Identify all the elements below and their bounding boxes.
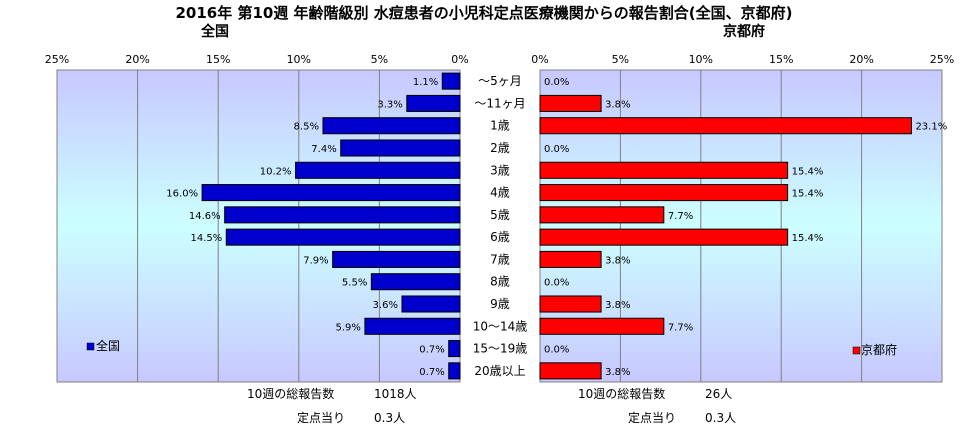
right-tick-label: 25% [930, 53, 954, 66]
right-tick-label: 15% [769, 53, 793, 66]
right-panel-title: 京都府 [723, 23, 765, 40]
left-footer-total-label: 10週の総報告数 [247, 386, 334, 401]
left-bar [441, 72, 461, 90]
right-bar [539, 362, 602, 380]
left-panel-title: 全国 [200, 23, 229, 40]
right-footer-total-value: 26人 [705, 387, 732, 401]
left-tick-label: 25% [45, 53, 69, 66]
category-label: 2歳 [490, 141, 510, 155]
category-label: 6歳 [490, 230, 510, 244]
right-data-label: 3.8% [605, 255, 630, 266]
left-data-label: 14.5% [190, 233, 222, 244]
right-bar [539, 317, 665, 335]
category-label: 3歳 [490, 163, 510, 177]
chart-layer: 25% 20% 15% 10% 5% 0% 0% 5% 10% 15% 20% 25% ～5ヶ月 1.1%… [45, 53, 954, 425]
left-tick-label: 10% [287, 53, 311, 66]
right-footer-total-label: 10週の総報告数 [578, 386, 665, 401]
left-plot-area [56, 69, 461, 383]
right-tick-label: 10% [689, 53, 713, 66]
left-tick-label: 0% [451, 53, 468, 66]
category-label: 20歳以上 [474, 364, 525, 378]
left-data-label: 5.9% [335, 322, 360, 333]
left-data-label: 0.7% [419, 367, 444, 378]
right-bar [539, 228, 789, 246]
category-label: 8歳 [490, 275, 510, 289]
right-data-label: 7.7% [668, 211, 693, 222]
left-bar [224, 206, 461, 224]
right-bar [539, 206, 665, 224]
left-bar [225, 228, 461, 246]
right-bar [539, 94, 602, 112]
category-label: ～5ヶ月 [478, 74, 522, 88]
left-data-label: 1.1% [413, 77, 438, 88]
left-footer-per-label: 定点当り [297, 410, 345, 425]
left-bar [448, 362, 461, 380]
left-data-label: 3.3% [377, 99, 402, 110]
legend-swatch-right [852, 346, 861, 355]
left-data-label: 7.4% [311, 144, 336, 155]
category-label: 10～14歳 [473, 319, 528, 333]
right-bar [539, 295, 602, 313]
left-bar [448, 340, 461, 358]
left-data-label: 5.5% [342, 278, 367, 289]
category-label: 9歳 [490, 297, 510, 311]
left-bar [401, 295, 461, 313]
category-label: ～11ヶ月 [474, 96, 525, 110]
left-bar [322, 117, 461, 135]
chart-title: 2016年 第10週 年齢階級別 水痘患者の小児科定点医療機関からの報告割合(全… [175, 4, 792, 22]
right-data-label: 15.4% [792, 166, 824, 177]
left-data-label: 16.0% [166, 189, 198, 200]
left-bar [370, 273, 461, 291]
right-data-label: 23.1% [915, 122, 947, 133]
left-footer-per-value: 0.3人 [374, 411, 405, 425]
left-bar [332, 250, 461, 268]
left-data-label: 0.7% [419, 345, 444, 356]
right-footer-per-label: 定点当り [628, 410, 676, 425]
category-label: 5歳 [490, 208, 510, 222]
legend-swatch-left [86, 342, 95, 351]
right-bar [539, 117, 912, 135]
category-label: 1歳 [490, 119, 510, 133]
left-bar [295, 161, 461, 179]
legend-label-left: 全国 [96, 338, 120, 353]
left-bar [364, 317, 461, 335]
left-tick-label: 15% [206, 53, 230, 66]
left-data-label: 10.2% [260, 166, 292, 177]
left-data-label: 7.9% [303, 255, 328, 266]
legend-label-right: 京都府 [861, 342, 897, 357]
right-data-label: 0.0% [544, 144, 569, 155]
right-data-label: 15.4% [792, 189, 824, 200]
right-data-label: 3.8% [605, 300, 630, 311]
category-label: 4歳 [490, 186, 510, 200]
right-bar [539, 250, 602, 268]
left-tick-label: 5% [371, 53, 388, 66]
right-data-label: 0.0% [544, 278, 569, 289]
right-plot-area [539, 69, 943, 383]
right-data-label: 0.0% [544, 77, 569, 88]
left-tick-label: 20% [125, 53, 149, 66]
right-data-label: 0.0% [544, 345, 569, 356]
left-data-label: 3.6% [373, 300, 398, 311]
right-data-label: 3.8% [605, 367, 630, 378]
left-footer-total-value: 1018人 [374, 387, 417, 401]
left-bar [201, 184, 461, 202]
right-tick-label: 20% [849, 53, 873, 66]
left-data-label: 8.5% [294, 122, 319, 133]
right-bar [539, 184, 789, 202]
left-bar [406, 94, 461, 112]
category-label: 15～19歳 [473, 342, 528, 356]
left-data-label: 14.6% [189, 211, 221, 222]
right-bar [539, 161, 789, 179]
right-data-label: 7.7% [668, 322, 693, 333]
left-bar [340, 139, 461, 157]
category-label: 7歳 [490, 252, 510, 266]
right-footer-per-value: 0.3人 [705, 411, 736, 425]
right-tick-label: 5% [612, 53, 629, 66]
right-data-label: 3.8% [605, 99, 630, 110]
right-data-label: 15.4% [792, 233, 824, 244]
right-tick-label: 0% [531, 53, 548, 66]
